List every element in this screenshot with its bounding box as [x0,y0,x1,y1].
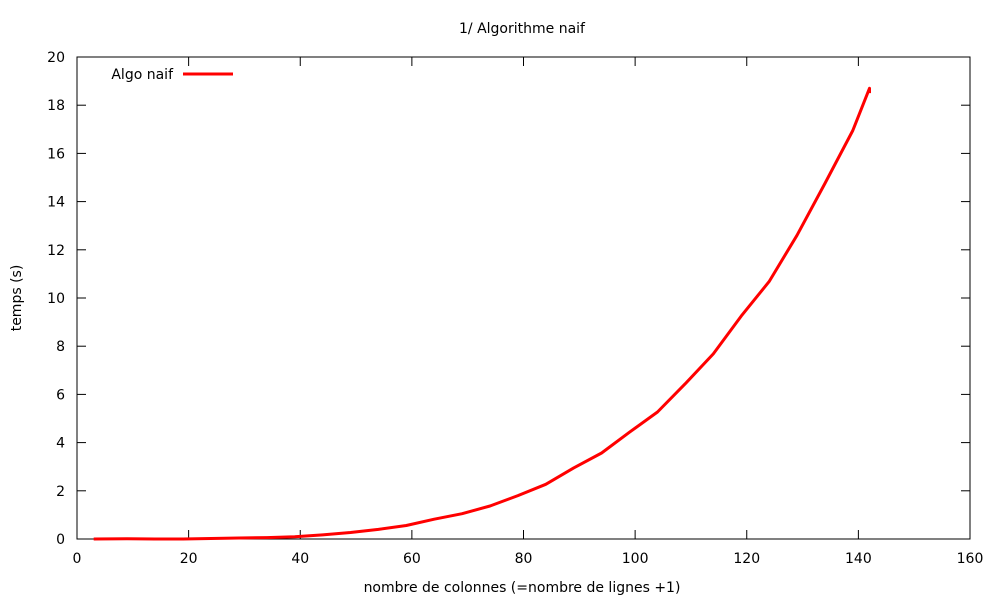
y-tick-label: 6 [56,387,65,403]
x-tick-label: 140 [845,551,872,567]
x-tick-label: 20 [180,551,198,567]
series-layer [93,86,871,541]
y-tick-label: 4 [56,436,65,452]
chart-title: 1/ Algorithme naif [459,21,586,37]
y-tick-label: 18 [47,98,65,114]
y-tick-label: 8 [56,339,65,355]
series-line [93,86,871,541]
x-tick-label: 160 [957,551,984,567]
x-tick-label: 100 [622,551,649,567]
y-tick-label: 16 [47,146,65,162]
x-tick-label: 120 [733,551,760,567]
x-axis-label: nombre de colonnes (=nombre de lignes +1… [364,580,681,596]
plot-frame [76,56,971,540]
y-tick-label: 0 [56,532,65,548]
legend: Algo naif [111,67,233,83]
y-tick-label: 10 [47,291,65,307]
y-tick-label: 12 [47,243,65,259]
y-axis-label: temps (s) [9,265,25,332]
y-tick-label: 14 [47,195,65,211]
axis-ticks: 0 20 40 60 80 100 120 140 160 0 2 4 6 8 10 12 14 16 18 20 [47,50,983,567]
x-tick-label: 40 [291,551,309,567]
x-tick-label: 60 [403,551,421,567]
x-tick-label: 0 [73,551,82,567]
legend-label: Algo naif [111,67,174,83]
y-tick-label: 20 [47,50,65,66]
y-tick-label: 2 [56,484,65,500]
x-tick-label: 80 [515,551,533,567]
